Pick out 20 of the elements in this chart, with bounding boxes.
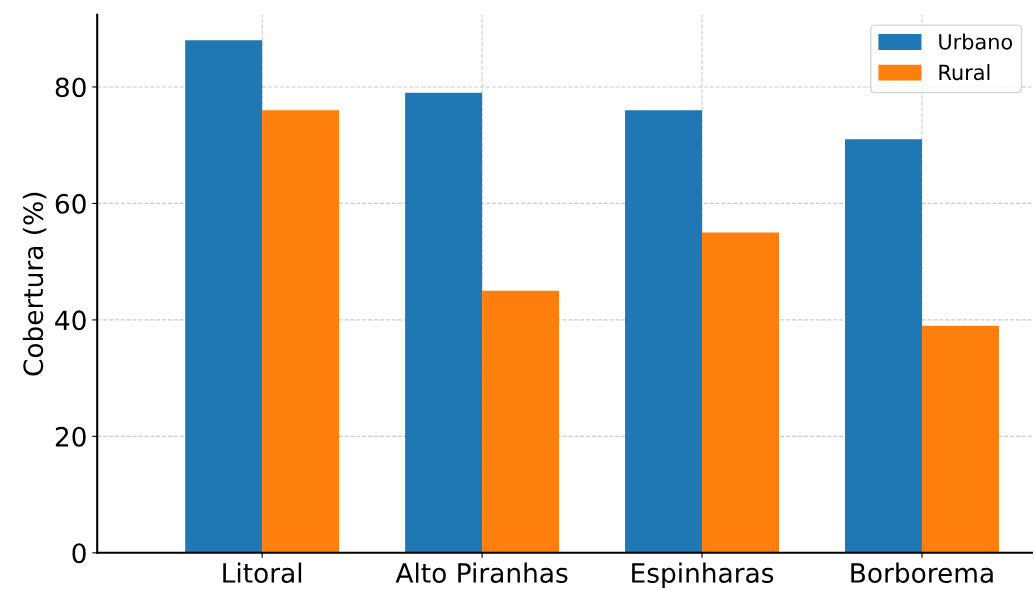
legend-label: Rural (939, 64, 990, 81)
x-tick-label: Litoral (223, 562, 302, 583)
y-tick-label: 20 (55, 426, 86, 447)
bar (262, 110, 340, 553)
x-tick-label: Espinharas (632, 562, 774, 589)
bar (625, 110, 703, 553)
legend-label: Urbano (939, 33, 1013, 50)
bar (702, 232, 779, 553)
y-tick-label: 0 (72, 543, 86, 564)
y-tick-label: 40 (55, 310, 86, 331)
y-axis-title: Cobertura (%) (22, 192, 47, 376)
x-tick-label: Alto Piranhas (395, 562, 568, 583)
bar (185, 40, 263, 553)
bar (482, 290, 560, 553)
bar (405, 92, 483, 553)
x-tick-label: Borborema (851, 562, 993, 583)
y-tick-label: 60 (55, 193, 86, 214)
bar (921, 325, 999, 553)
bar (844, 139, 922, 553)
y-tick-label: 80 (55, 77, 86, 98)
